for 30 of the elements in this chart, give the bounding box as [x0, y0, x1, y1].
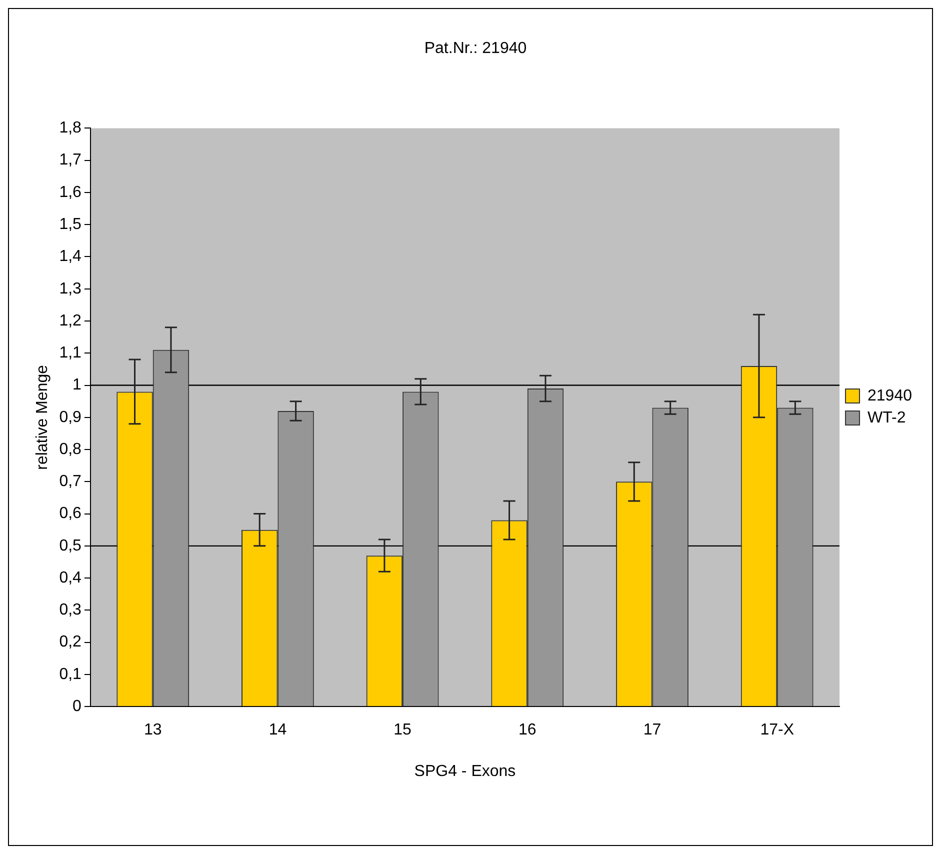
y-tick-label: 0,4: [59, 569, 82, 586]
y-tick-label: 0,5: [59, 537, 82, 554]
x-tick-label: 15: [394, 722, 412, 739]
y-tick-label: 1,5: [59, 216, 82, 234]
legend-label: WT-2: [868, 409, 906, 426]
x-tick-label: 14: [268, 722, 287, 739]
y-tick-label: 1,7: [59, 152, 82, 169]
y-tick-label: 0: [72, 698, 82, 716]
y-tick-label: 0,6: [59, 505, 82, 522]
legend-label: 21940: [868, 387, 912, 404]
y-axis-title: relative Menge: [34, 364, 52, 470]
x-tick-label: 17: [643, 722, 662, 739]
y-tick-label: 1,1: [59, 344, 82, 362]
y-tick-label: 1: [72, 376, 82, 394]
y-tick-label: 1,8: [59, 120, 82, 137]
y-tick-label: 0,9: [59, 408, 82, 426]
y-tick-label: 0,2: [59, 634, 82, 651]
y-tick-label: 1,4: [59, 248, 82, 266]
x-tick-label: 16: [518, 722, 536, 739]
x-axis-title: SPG4 - Exons: [414, 762, 516, 780]
y-tick-label: 0,7: [59, 473, 82, 490]
y-tick-label: 1,3: [59, 280, 82, 298]
chart-title: Pat.Nr.: 21940: [424, 40, 527, 58]
y-tick-label: 0,3: [59, 602, 82, 619]
x-tick-label: 13: [144, 722, 162, 739]
x-tick-label: 17-X: [760, 722, 794, 739]
y-tick-label: 0,1: [59, 666, 82, 683]
y-tick-label: 1,6: [59, 184, 82, 201]
y-tick-label: 1,2: [59, 312, 82, 330]
y-tick-label: 0,8: [59, 440, 82, 458]
